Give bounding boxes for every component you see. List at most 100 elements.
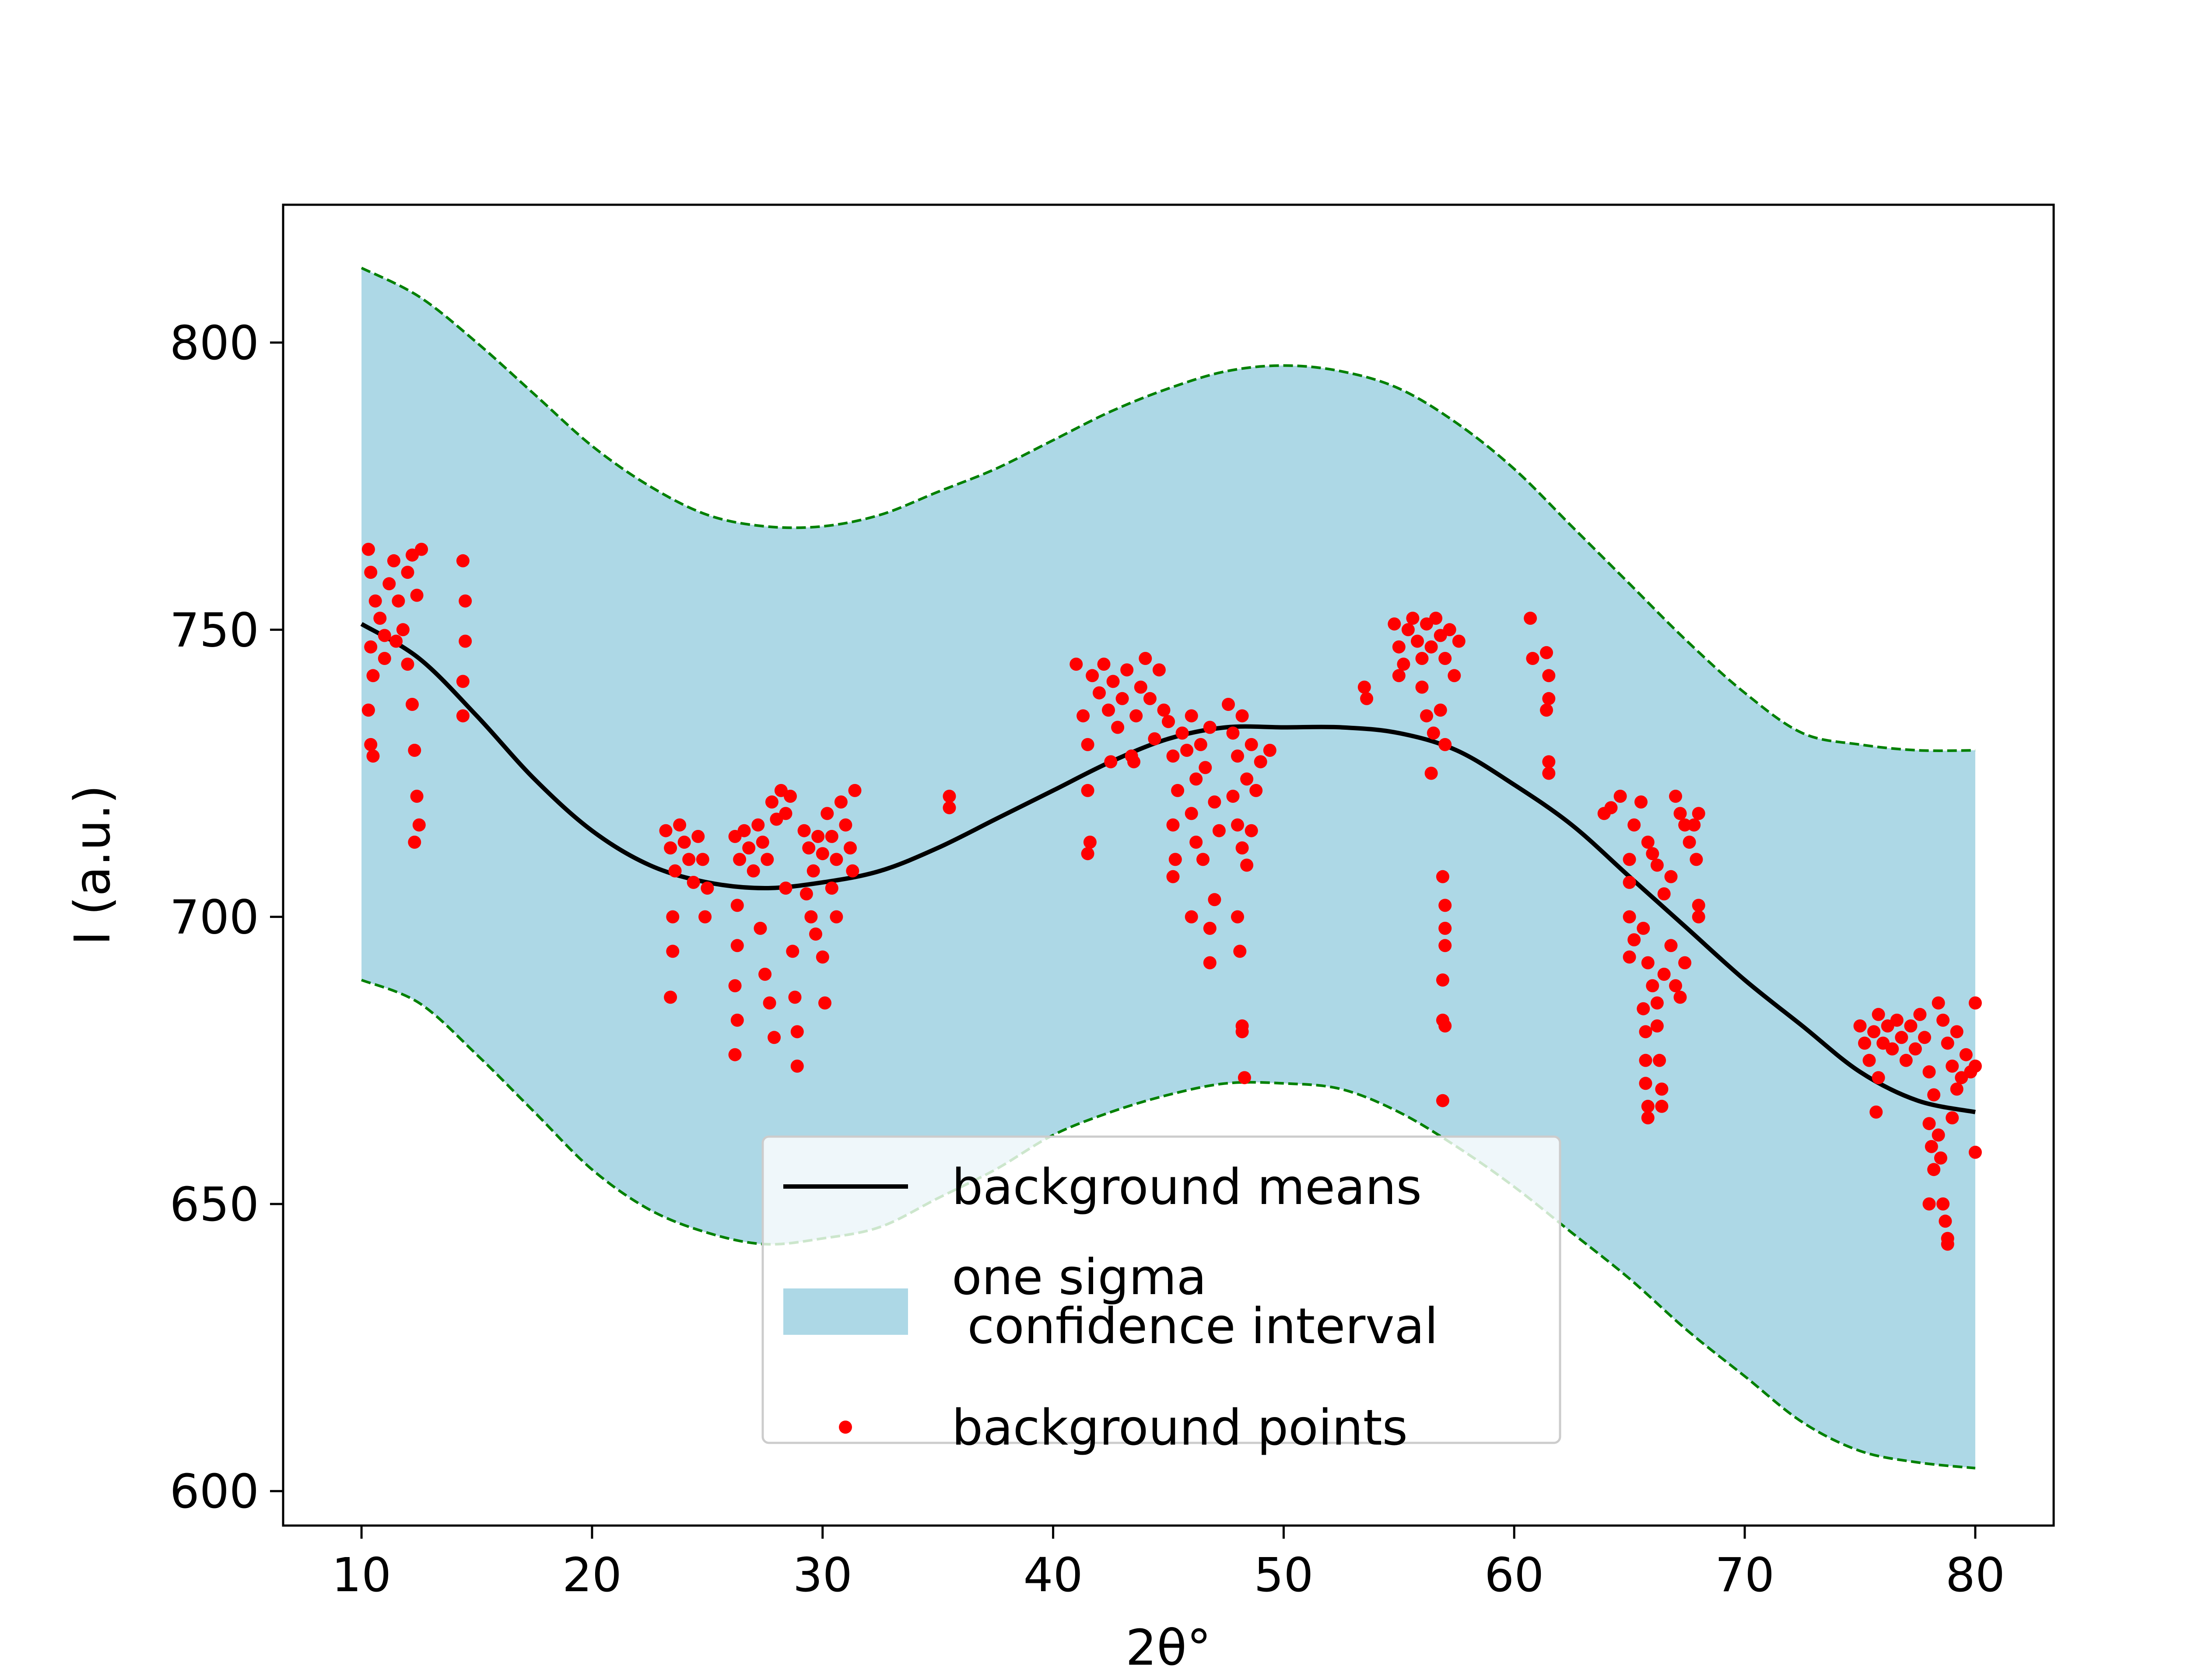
background-point xyxy=(1185,807,1198,820)
background-point xyxy=(1542,692,1556,705)
background-point xyxy=(459,634,472,648)
background-point xyxy=(1139,652,1152,665)
background-point xyxy=(737,824,751,837)
background-point xyxy=(361,542,375,556)
background-point xyxy=(1927,1163,1941,1176)
x-axis-ticks: 10 20 30 40 50 60 70 80 xyxy=(332,1526,2005,1603)
background-point xyxy=(1692,899,1705,912)
background-point xyxy=(1540,646,1553,659)
background-point xyxy=(1143,692,1157,705)
background-point xyxy=(1639,1077,1652,1090)
background-point xyxy=(1226,726,1240,740)
y-tick-label: 750 xyxy=(170,603,259,658)
x-tick-label: 50 xyxy=(1254,1548,1313,1603)
background-point xyxy=(1203,921,1217,935)
background-point xyxy=(364,566,378,579)
background-point xyxy=(408,836,421,849)
background-point xyxy=(943,790,956,803)
background-point xyxy=(1245,824,1258,837)
background-point xyxy=(1102,704,1115,717)
background-point xyxy=(1526,652,1539,665)
background-point xyxy=(682,853,696,866)
background-point xyxy=(1904,1019,1918,1032)
background-point xyxy=(1448,669,1461,682)
background-point xyxy=(1927,1088,1941,1102)
background-point xyxy=(1420,709,1433,723)
background-point xyxy=(816,950,829,964)
background-point xyxy=(1639,1054,1652,1067)
background-point xyxy=(1946,1111,1959,1124)
background-point xyxy=(784,790,797,803)
background-point xyxy=(1540,704,1553,717)
background-point xyxy=(1858,1036,1871,1050)
background-point xyxy=(1634,795,1648,809)
background-point xyxy=(1411,634,1424,648)
x-tick-label: 30 xyxy=(793,1548,852,1603)
background-point xyxy=(364,640,378,654)
background-point xyxy=(844,841,857,855)
background-point xyxy=(848,784,862,797)
background-point xyxy=(809,928,822,941)
background-point xyxy=(1148,732,1161,746)
background-point xyxy=(751,818,765,832)
legend-point-swatch xyxy=(839,1421,852,1434)
background-point xyxy=(696,853,709,866)
background-point xyxy=(378,629,391,642)
background-point xyxy=(1641,1111,1655,1124)
background-point xyxy=(804,910,818,924)
background-point xyxy=(1443,623,1456,637)
background-point xyxy=(1646,979,1659,993)
background-point xyxy=(1438,921,1452,935)
background-point xyxy=(756,836,769,849)
background-point xyxy=(1115,692,1129,705)
background-point xyxy=(1152,663,1166,677)
background-point xyxy=(456,554,470,567)
background-point xyxy=(1208,893,1221,906)
background-point xyxy=(1203,956,1217,970)
background-point xyxy=(1932,1128,1945,1142)
background-point xyxy=(1388,617,1401,631)
background-point xyxy=(1683,836,1696,849)
background-point xyxy=(1869,1105,1883,1119)
legend-label-confidence: one sigma confidence interval xyxy=(952,1249,1438,1355)
background-point xyxy=(1932,996,1945,1010)
y-tick-label: 700 xyxy=(170,891,259,945)
background-point xyxy=(1436,1094,1449,1107)
background-point xyxy=(1360,692,1374,705)
background-point xyxy=(410,790,424,803)
background-point xyxy=(1690,853,1703,866)
background-point xyxy=(1950,1082,1964,1096)
background-point xyxy=(1673,807,1687,820)
x-tick-label: 10 xyxy=(332,1548,391,1603)
background-point xyxy=(691,830,705,843)
background-point xyxy=(1941,1036,1954,1050)
background-point xyxy=(1613,790,1627,803)
background-point xyxy=(459,594,472,608)
background-point xyxy=(392,594,405,608)
background-point xyxy=(1235,709,1249,723)
background-point xyxy=(779,882,792,895)
background-point xyxy=(1542,755,1556,769)
background-point xyxy=(1235,1025,1249,1039)
background-point xyxy=(758,967,772,981)
background-point xyxy=(1941,1237,1954,1251)
background-point xyxy=(1542,766,1556,780)
background-point xyxy=(1950,1025,1964,1039)
background-point xyxy=(1650,1019,1664,1032)
confidence-band-lower-edge xyxy=(361,979,1976,1470)
background-point xyxy=(1438,939,1452,952)
background-point xyxy=(1196,853,1210,866)
legend: background means one sigma confidence in… xyxy=(761,1135,1561,1456)
x-tick-label: 40 xyxy=(1024,1548,1083,1603)
background-point xyxy=(820,807,834,820)
background-point xyxy=(1069,658,1083,671)
background-point xyxy=(1171,784,1185,797)
background-point xyxy=(1392,640,1406,654)
background-point xyxy=(396,623,410,637)
background-point xyxy=(733,853,747,866)
background-point xyxy=(1657,887,1671,901)
background-point xyxy=(666,945,680,958)
background-point xyxy=(1936,1013,1950,1027)
background-point xyxy=(1424,640,1438,654)
